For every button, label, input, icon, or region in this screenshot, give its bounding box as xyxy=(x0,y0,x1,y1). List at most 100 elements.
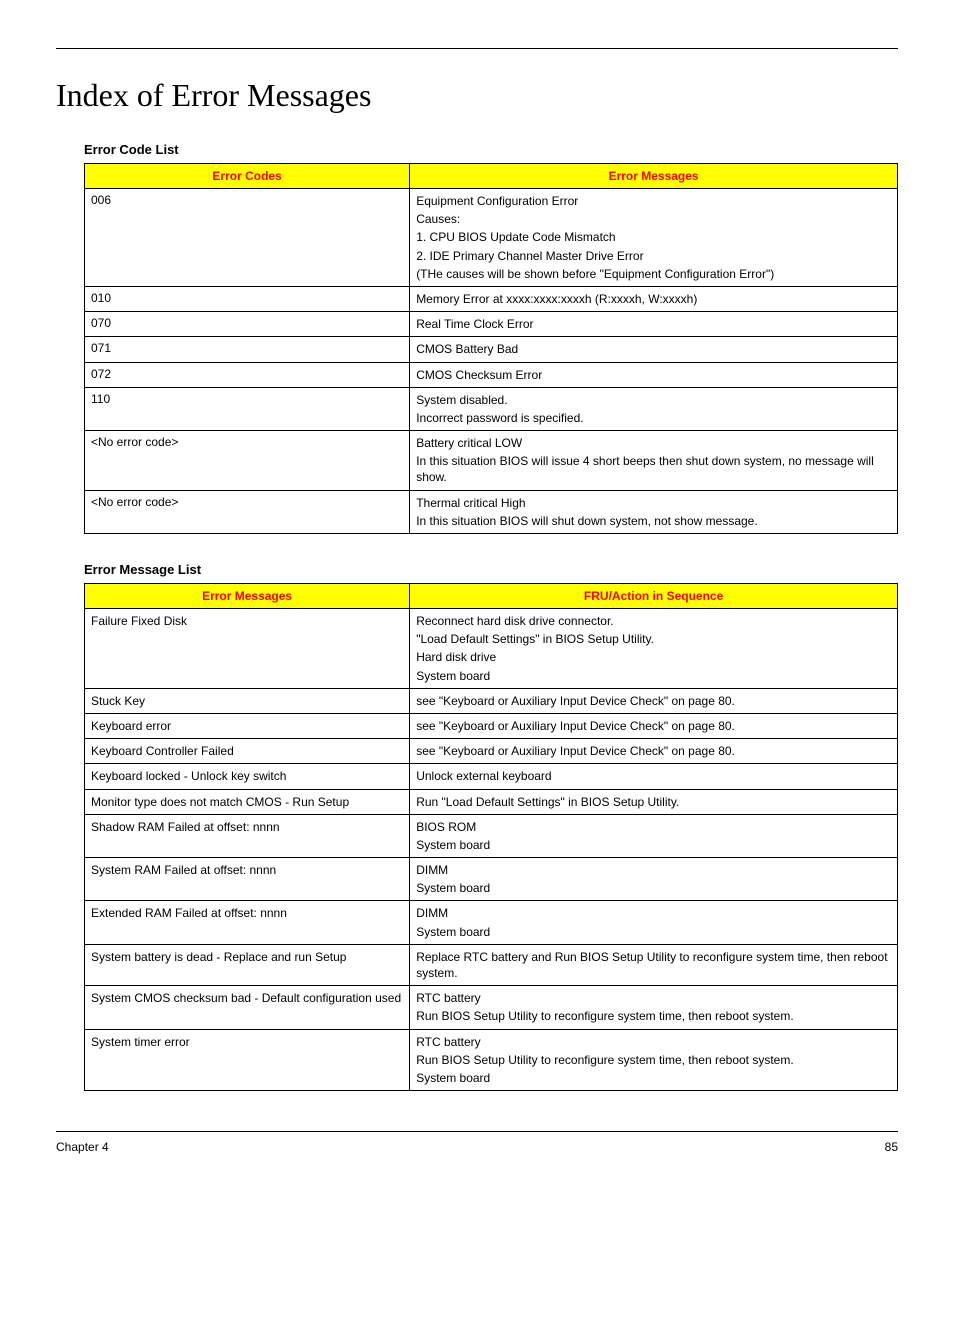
table-header-row: Error Codes Error Messages xyxy=(85,164,898,189)
error-code-cell: 072 xyxy=(85,362,410,387)
cell-line: Keyboard Controller Failed xyxy=(91,743,403,759)
error-code-table: Error Codes Error Messages 006Equipment … xyxy=(84,163,898,534)
table-row: Failure Fixed DiskReconnect hard disk dr… xyxy=(85,609,898,689)
footer-page-number: 85 xyxy=(885,1140,898,1154)
cell-line: Run BIOS Setup Utility to reconfigure sy… xyxy=(416,1052,891,1068)
cell-line: Keyboard error xyxy=(91,718,403,734)
error-code-cell: 071 xyxy=(85,337,410,362)
cell-line: Battery critical LOW xyxy=(416,435,891,451)
fru-action-cell: RTC batteryRun BIOS Setup Utility to rec… xyxy=(410,1029,898,1091)
error-message-cell: Thermal critical High In this situation B… xyxy=(410,490,898,533)
error-code-cell: 010 xyxy=(85,286,410,311)
cell-line: Shadow RAM Failed at offset: nnnn xyxy=(91,819,403,835)
error-code-cell: 110 xyxy=(85,387,410,430)
cell-line: DIMM xyxy=(416,905,891,921)
top-rule xyxy=(56,48,898,49)
fru-action-cell: Reconnect hard disk drive connector. "Loa… xyxy=(410,609,898,689)
error-message-name-cell: System battery is dead - Replace and run… xyxy=(85,944,410,985)
cell-line: Reconnect hard disk drive connector. xyxy=(416,613,891,629)
error-code-list-label: Error Code List xyxy=(84,142,898,157)
cell-line: "Load Default Settings" in BIOS Setup Ut… xyxy=(416,631,891,647)
table-row: <No error code>Battery critical LOWIn th… xyxy=(85,431,898,491)
error-code-cell: 070 xyxy=(85,312,410,337)
fru-action-cell: Replace RTC battery and Run BIOS Setup U… xyxy=(410,944,898,985)
cell-line: In this situation BIOS will shut down sy… xyxy=(416,513,891,529)
fru-action-cell: DIMMSystem board xyxy=(410,901,898,944)
cell-line: 2. IDE Primary Channel Master Drive Erro… xyxy=(416,248,891,264)
cell-line: Thermal critical High xyxy=(416,495,891,511)
table-row: Keyboard locked - Unlock key switch Unloc… xyxy=(85,764,898,789)
error-message-name-cell: System RAM Failed at offset: nnnn xyxy=(85,858,410,901)
cell-line: Keyboard locked - Unlock key switch xyxy=(91,768,403,784)
error-message-name-cell: Monitor type does not match CMOS - Run S… xyxy=(85,789,410,814)
header-error-messages: Error Messages xyxy=(410,164,898,189)
error-message-table: Error Messages FRU/Action in Sequence Fa… xyxy=(84,583,898,1091)
table-row: Stuck Key see "Keyboard or Auxiliary Inpu… xyxy=(85,688,898,713)
page-footer: Chapter 4 85 xyxy=(56,1131,898,1154)
cell-line: Run "Load Default Settings" in BIOS Setu… xyxy=(416,794,891,810)
table-row: Keyboard Controller Failed see "Keyboard … xyxy=(85,739,898,764)
fru-action-cell: see "Keyboard or Auxiliary Input Device … xyxy=(410,713,898,738)
fru-action-cell: BIOS ROMSystem board xyxy=(410,814,898,857)
table-row: <No error code> Thermal critical High In t… xyxy=(85,490,898,533)
cell-line: System timer error xyxy=(91,1034,403,1050)
cell-line: Incorrect password is specified. xyxy=(416,410,891,426)
cell-line: Hard disk drive xyxy=(416,649,891,665)
table-row: System RAM Failed at offset: nnnn DIMMSys… xyxy=(85,858,898,901)
error-message-name-cell: Keyboard locked - Unlock key switch xyxy=(85,764,410,789)
cell-line: System CMOS checksum bad - Default confi… xyxy=(91,990,403,1006)
error-message-cell: Memory Error at xxxx:xxxx:xxxxh (R:xxxxh… xyxy=(410,286,898,311)
cell-line: System disabled. xyxy=(416,392,891,408)
cell-line: Stuck Key xyxy=(91,693,403,709)
cell-line: System battery is dead - Replace and run… xyxy=(91,949,403,965)
error-code-cell: <No error code> xyxy=(85,490,410,533)
cell-line: System RAM Failed at offset: nnnn xyxy=(91,862,403,878)
header-error-codes: Error Codes xyxy=(85,164,410,189)
footer-rule xyxy=(56,1131,898,1132)
cell-line: Replace RTC battery and Run BIOS Setup U… xyxy=(416,949,891,981)
fru-action-cell: DIMMSystem board xyxy=(410,858,898,901)
cell-line: System board xyxy=(416,668,891,684)
cell-line: BIOS ROM xyxy=(416,819,891,835)
error-message-cell: Equipment Configuration Error Causes: 1. C… xyxy=(410,189,898,287)
cell-line: 1. CPU BIOS Update Code Mismatch xyxy=(416,229,891,245)
table-row: Extended RAM Failed at offset: nnnnDIMMS… xyxy=(85,901,898,944)
fru-action-cell: see "Keyboard or Auxiliary Input Device … xyxy=(410,739,898,764)
fru-action-cell: Unlock external keyboard xyxy=(410,764,898,789)
fru-action-cell: Run "Load Default Settings" in BIOS Setu… xyxy=(410,789,898,814)
cell-line: see "Keyboard or Auxiliary Input Device … xyxy=(416,718,891,734)
cell-line: Equipment Configuration Error xyxy=(416,193,891,209)
error-message-name-cell: Extended RAM Failed at offset: nnnn xyxy=(85,901,410,944)
table-row: System battery is dead - Replace and run… xyxy=(85,944,898,985)
error-message-cell: CMOS Checksum Error xyxy=(410,362,898,387)
table-row: Monitor type does not match CMOS - Run S… xyxy=(85,789,898,814)
page-title: Index of Error Messages xyxy=(56,77,898,114)
cell-line: Run BIOS Setup Utility to reconfigure sy… xyxy=(416,1008,891,1024)
error-message-name-cell: Failure Fixed Disk xyxy=(85,609,410,689)
cell-line: see "Keyboard or Auxiliary Input Device … xyxy=(416,693,891,709)
error-message-name-cell: Keyboard Controller Failed xyxy=(85,739,410,764)
cell-line: Real Time Clock Error xyxy=(416,316,891,332)
table-row: Keyboard error see "Keyboard or Auxiliary… xyxy=(85,713,898,738)
error-message-list-label: Error Message List xyxy=(84,562,898,577)
cell-line: Causes: xyxy=(416,211,891,227)
cell-line: Monitor type does not match CMOS - Run S… xyxy=(91,794,403,810)
fru-action-cell: RTC battery Run BIOS Setup Utility to rec… xyxy=(410,986,898,1029)
cell-line: RTC battery xyxy=(416,990,891,1006)
error-message-name-cell: Shadow RAM Failed at offset: nnnn xyxy=(85,814,410,857)
error-message-name-cell: System timer error xyxy=(85,1029,410,1091)
error-message-cell: System disabled. Incorrect password is sp… xyxy=(410,387,898,430)
cell-line: CMOS Checksum Error xyxy=(416,367,891,383)
error-message-cell: Battery critical LOW In this situation BI… xyxy=(410,431,898,491)
cell-line: see "Keyboard or Auxiliary Input Device … xyxy=(416,743,891,759)
table-row: System CMOS checksum bad - Default confi… xyxy=(85,986,898,1029)
cell-line: System board xyxy=(416,1070,891,1086)
error-message-name-cell: Stuck Key xyxy=(85,688,410,713)
footer-chapter: Chapter 4 xyxy=(56,1140,109,1154)
cell-line: In this situation BIOS will issue 4 shor… xyxy=(416,453,891,485)
header-fru-action: FRU/Action in Sequence xyxy=(410,584,898,609)
table-row: Shadow RAM Failed at offset: nnnn BIOS RO… xyxy=(85,814,898,857)
table-row: 010Memory Error at xxxx:xxxx:xxxxh (R:xx… xyxy=(85,286,898,311)
cell-line: CMOS Battery Bad xyxy=(416,341,891,357)
header-error-messages-2: Error Messages xyxy=(85,584,410,609)
